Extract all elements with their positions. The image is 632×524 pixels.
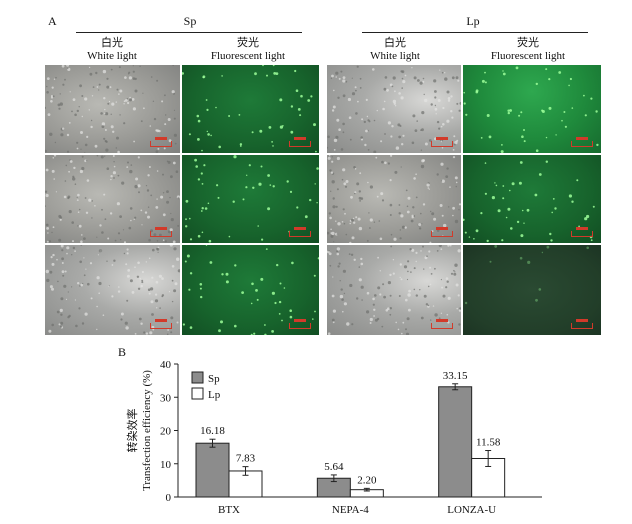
bar-sp-btx [195,442,230,498]
micrograph-sp-white-2 [45,155,180,243]
col-label-lp-white: 白光 White light [370,37,420,62]
micrograph-sp-fluor-3 [182,245,319,335]
legend-label-lp: Lp [208,389,221,401]
micrograph-lp-white-2 [327,155,461,243]
bar-sp-lonza-u [438,386,473,498]
group-title-sp: Sp [183,14,197,28]
legend-label-sp: Sp [208,373,220,385]
legend-swatch-lp [191,387,204,400]
group-rule-lp [362,32,588,33]
bar-chart: 0 10 20 30 40 Transfection efficiency (%)转染效率… [125,359,542,516]
y-tick-label: 40 [160,359,172,371]
group-title-lp: Lp [466,14,480,28]
col-label-sp-white: 白光 White light [87,37,137,62]
data-label: 5.64 [324,461,344,473]
micrograph-lp-fluor-1 [463,65,601,153]
col-label-lp-fluor: 荧光 Fluorescent light [490,37,566,62]
micrograph-lp-fluor-3 [463,245,601,335]
x-tick-label: NEPA-4 [332,504,369,516]
y-tick-label: 10 [160,459,172,471]
panel-a-letter: A [48,14,57,28]
panel-b-letter: B [118,345,127,359]
col-label-sp-fluor: 荧光 Fluorescent light [210,37,286,62]
y-tick-label: 20 [160,426,172,438]
y-axis-label-cn: 转染效率 [125,409,139,453]
data-label: 2.20 [357,474,377,486]
micrograph-sp-fluor-1 [182,65,319,153]
y-axis-label-en: Transfection efficiency (%) [141,370,153,491]
micrograph-sp-white-1 [45,65,180,153]
y-tick-label: 30 [160,392,172,404]
group-rule-sp [76,32,302,33]
legend-swatch-sp [191,371,204,384]
micrograph-lp-fluor-2 [463,155,601,243]
data-label: 7.83 [236,453,256,465]
micrograph-lp-white-1 [327,65,461,153]
micrograph-lp-white-3 [327,245,461,335]
data-label: 11.58 [476,437,501,449]
micrograph-sp-white-3 [45,245,180,335]
y-tick-label: 0 [166,492,172,504]
micrograph-sp-fluor-2 [182,155,319,243]
data-label: 33.15 [443,370,468,382]
x-tick-label: LONZA-U [447,504,496,516]
x-tick-label: BTX [218,504,240,516]
data-label: 16.18 [200,425,225,437]
